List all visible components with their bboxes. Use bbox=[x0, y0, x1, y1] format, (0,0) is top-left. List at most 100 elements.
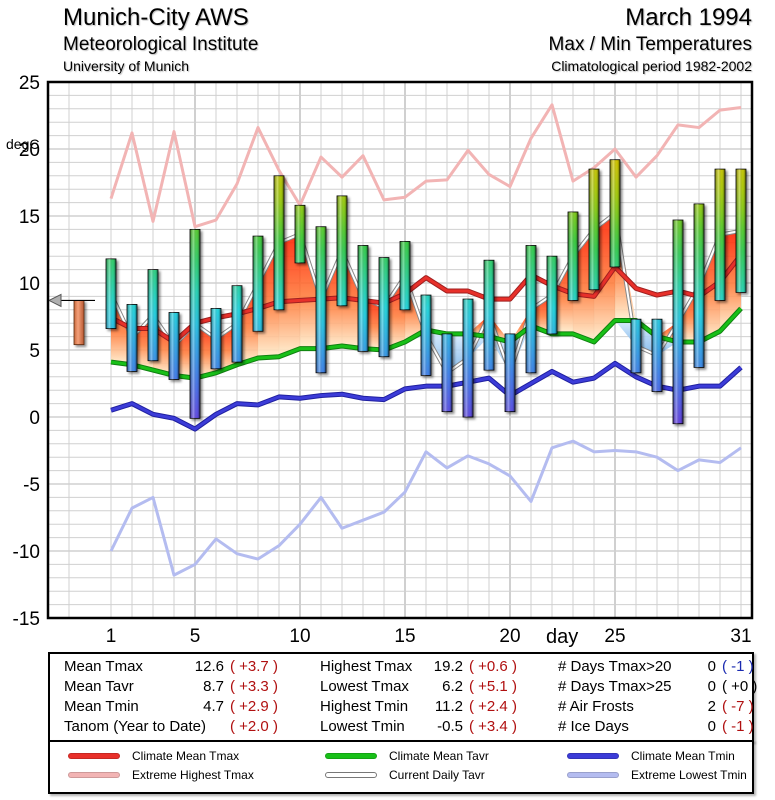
x-axis-label: day bbox=[546, 626, 578, 648]
stat-anomaly: ( +2.9 ) bbox=[230, 698, 278, 715]
y-tick-label: -15 bbox=[13, 609, 40, 630]
legend-swatch-icon bbox=[325, 772, 377, 778]
stat-value: 6.2 bbox=[442, 678, 463, 695]
y-axis-ticks: 25 20 15 10 5 0 -5 -10 -15 bbox=[13, 73, 40, 630]
x-tick-label: 25 bbox=[604, 626, 625, 647]
daily-bar-shade bbox=[547, 256, 557, 334]
daily-bar bbox=[231, 285, 243, 363]
daily-bar-shade bbox=[337, 195, 347, 306]
statistics-panel: Mean Tmax 12.6 ( +3.7 ) Mean Tavr 8.7 ( +3.3 … bbox=[48, 652, 757, 742]
daily-bar bbox=[735, 168, 747, 293]
daily-bar bbox=[693, 203, 705, 368]
x-tick-label: 31 bbox=[730, 626, 751, 647]
daily-bar-shade bbox=[463, 299, 473, 417]
stat-value: 0 bbox=[707, 678, 716, 695]
stat-value: 19.2 bbox=[433, 658, 463, 675]
daily-bars bbox=[105, 159, 747, 425]
daily-bar bbox=[504, 333, 516, 413]
climate-mean-tmin-line bbox=[110, 361, 742, 431]
y-axis-label: degC bbox=[6, 136, 39, 152]
stat-label: Mean Tavr bbox=[64, 678, 134, 695]
mean-tavr-arrow-icon bbox=[47, 293, 62, 308]
daily-bar bbox=[189, 228, 201, 419]
stat-label: Mean Tmin bbox=[64, 698, 139, 715]
month-title: March 1994 bbox=[625, 4, 752, 31]
daily-bar-shade bbox=[169, 312, 179, 380]
stat-anomaly: ( +3.7 ) bbox=[230, 658, 278, 675]
daily-bar-shade bbox=[673, 220, 683, 424]
stat-value: -0.5 bbox=[437, 718, 463, 735]
daily-bar bbox=[483, 259, 495, 371]
y-tick-label: 25 bbox=[19, 73, 40, 94]
daily-bar-shade bbox=[610, 159, 620, 267]
legend-label: Extreme Lowest Tmin bbox=[631, 768, 747, 782]
stat-label: Lowest Tmin bbox=[320, 718, 405, 735]
y-tick-label: 15 bbox=[19, 207, 40, 228]
stat-value: 0 bbox=[707, 658, 716, 675]
stat-label: # Days Tmax>20 bbox=[558, 658, 672, 675]
daily-bar bbox=[210, 308, 222, 370]
stat-anomaly: ( +2.4 ) bbox=[469, 698, 517, 715]
legend-label: Extreme Highest Tmax bbox=[132, 768, 254, 782]
daily-bar bbox=[126, 304, 138, 372]
period-title: Climatological period 1982-2002 bbox=[551, 58, 752, 74]
x-tick-label: 20 bbox=[499, 626, 520, 647]
legend: Climate Mean Tmax Extreme Highest Tmax Cli… bbox=[48, 740, 754, 794]
legend-label: Climate Mean Tmin bbox=[631, 749, 735, 763]
stat-value: 0 bbox=[707, 718, 716, 735]
stat-anomaly: ( -7 ) bbox=[722, 698, 754, 715]
daily-bar-shade bbox=[568, 211, 578, 301]
stat-anomaly: ( +0.6 ) bbox=[469, 658, 517, 675]
y-tick-label: 5 bbox=[29, 341, 40, 362]
daily-bar bbox=[672, 219, 684, 425]
daily-bar-shade bbox=[589, 169, 599, 290]
legend-swatch-icon bbox=[68, 753, 120, 759]
daily-bar bbox=[378, 257, 390, 358]
daily-bar-shade bbox=[505, 333, 515, 412]
legend-label: Climate Mean Tmax bbox=[132, 749, 240, 763]
daily-bar-shade bbox=[631, 319, 641, 373]
daily-bar-shade bbox=[442, 333, 452, 412]
daily-bar bbox=[420, 294, 432, 376]
daily-bar bbox=[441, 333, 453, 413]
legend-item: Climate Mean Tmin bbox=[567, 749, 735, 763]
stat-anomaly: ( +2.0 ) bbox=[230, 718, 278, 735]
daily-bar-shade bbox=[421, 295, 431, 376]
warm-anomaly-fill bbox=[615, 213, 636, 321]
stat-value: 8.7 bbox=[203, 678, 224, 695]
x-tick-label: 15 bbox=[394, 626, 415, 647]
monthly-summary-indicator bbox=[47, 293, 95, 346]
daily-bar bbox=[609, 159, 621, 268]
daily-bar-shade bbox=[127, 304, 137, 372]
daily-bar bbox=[273, 175, 285, 311]
chart-subtitle: Max / Min Temperatures bbox=[548, 34, 752, 55]
legend-item: Climate Mean Tmax bbox=[68, 749, 239, 763]
daily-bar-shade bbox=[484, 260, 494, 371]
station-title: Munich-City AWS bbox=[63, 4, 249, 31]
stat-anomaly: ( -1 ) bbox=[722, 658, 754, 675]
daily-bar-shade bbox=[232, 285, 242, 363]
daily-bar-shade bbox=[694, 203, 704, 368]
stat-label: Mean Tmax bbox=[64, 658, 143, 675]
stat-label: Lowest Tmax bbox=[320, 678, 409, 695]
legend-swatch-icon bbox=[567, 772, 619, 778]
legend-label: Current Daily Tavr bbox=[389, 768, 485, 782]
daily-bar bbox=[294, 204, 306, 264]
daily-bar-shade bbox=[736, 169, 746, 293]
legend-item: Extreme Lowest Tmin bbox=[567, 768, 747, 782]
daily-bar-shade bbox=[358, 245, 368, 352]
daily-bar bbox=[525, 245, 537, 374]
daily-bar-shade bbox=[295, 205, 305, 263]
legend-item: Current Daily Tavr bbox=[325, 768, 485, 782]
stat-anomaly: ( +3.3 ) bbox=[230, 678, 278, 695]
daily-bar-shade bbox=[106, 258, 116, 329]
x-tick-label: 5 bbox=[190, 626, 201, 647]
daily-bar bbox=[588, 168, 600, 291]
daily-bar-shade bbox=[190, 229, 200, 419]
y-tick-label: -5 bbox=[23, 475, 40, 496]
extreme-lowest-tmin-line bbox=[109, 439, 742, 577]
daily-bar bbox=[252, 235, 264, 332]
daily-bar bbox=[567, 211, 579, 301]
institute-title: Meteorological Institute bbox=[63, 34, 259, 55]
